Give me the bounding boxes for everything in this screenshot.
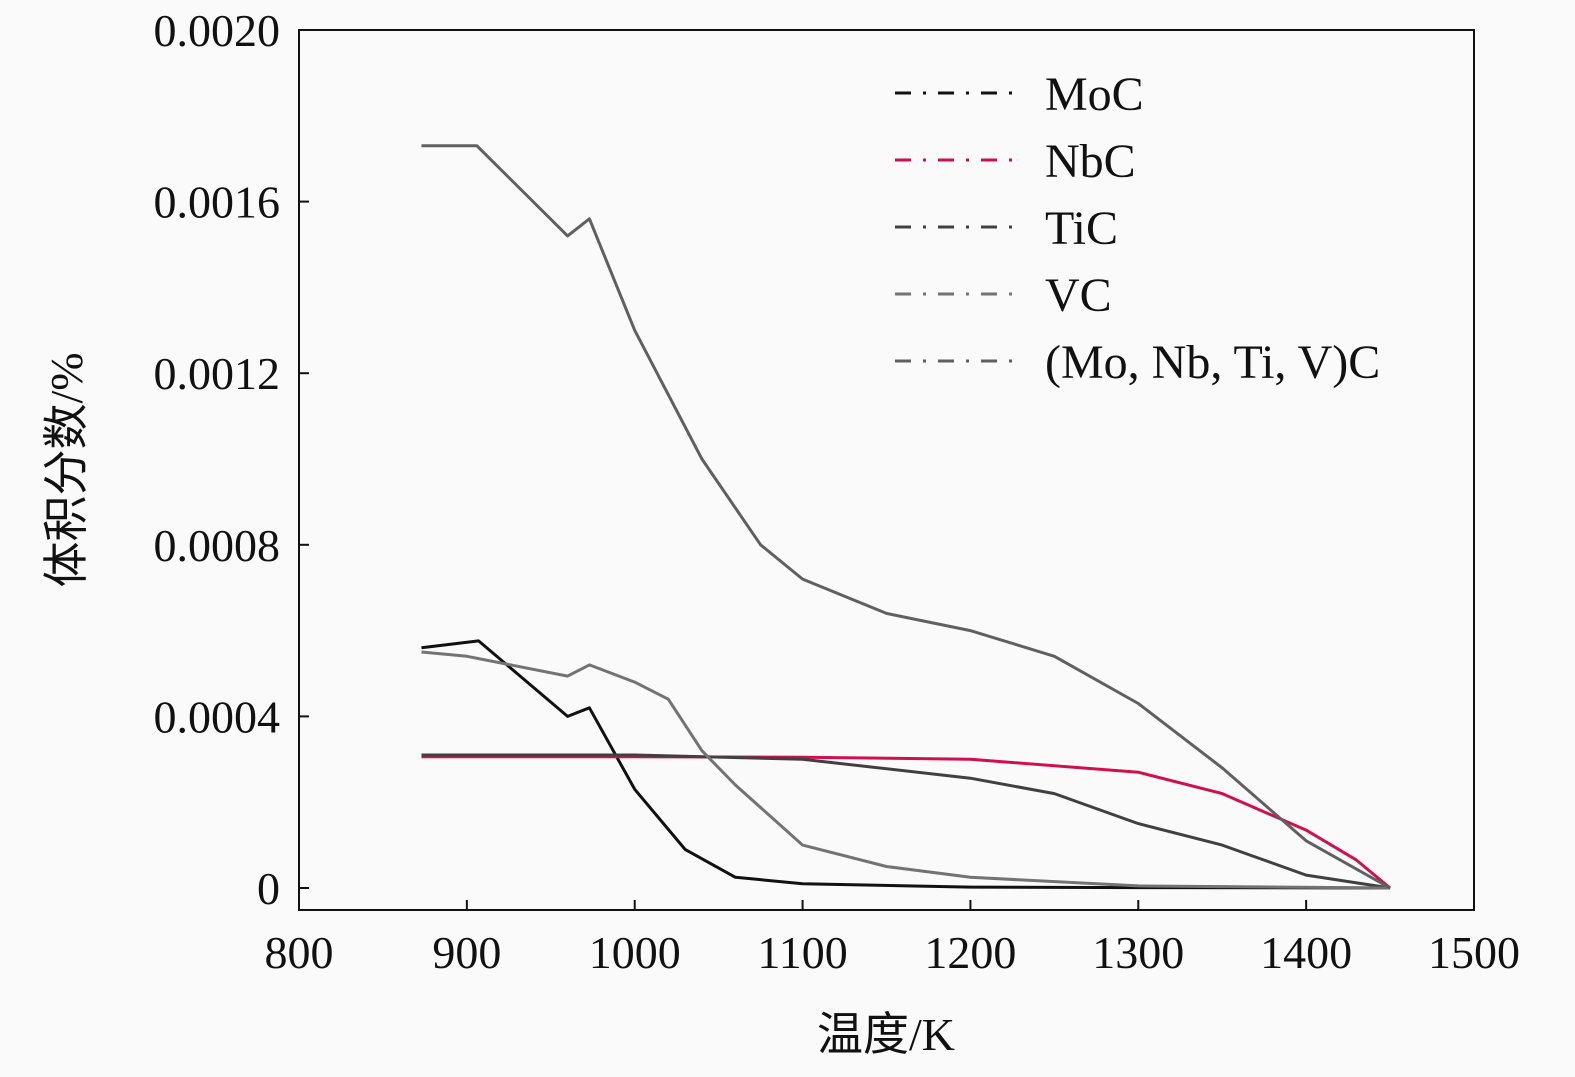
y-tick-label: 0.0020	[154, 5, 281, 56]
y-tick-label: 0.0016	[154, 177, 281, 228]
legend-item: TiC	[895, 202, 1118, 255]
legend: MoC NbC TiC VC (Mo, Nb, Ti, V)C	[895, 68, 1380, 389]
y-tick-label: 0.0012	[154, 348, 281, 399]
legend-label: TiC	[1045, 202, 1118, 255]
series-line-tic	[421, 753, 1391, 890]
legend-label: MoC	[1045, 68, 1144, 121]
x-tick-label: 1300	[1092, 927, 1184, 978]
legend-item: VC	[895, 269, 1112, 322]
series-line-vc	[421, 650, 1391, 890]
plot-frame	[298, 29, 1475, 911]
x-tick-label: 1500	[1428, 927, 1520, 978]
y-axis-label: 体积分数/%	[41, 352, 92, 587]
legend-label: (Mo, Nb, Ti, V)C	[1045, 336, 1380, 389]
x-tick-label: 1100	[757, 927, 847, 978]
x-axis: 800 900 1000 1100 1200 1300 1400 1500	[265, 900, 1520, 978]
x-tick-label: 900	[432, 927, 501, 978]
x-axis-label: 温度/K	[817, 1009, 955, 1060]
y-tick-label: 0.0004	[154, 691, 281, 742]
series-lines	[421, 144, 1392, 890]
y-tick-label: 0	[257, 863, 280, 914]
x-tick-label: 1400	[1260, 927, 1352, 978]
series-line-mo-nb-ti-v-c	[421, 144, 1391, 890]
legend-label: NbC	[1045, 135, 1136, 188]
legend-item: (Mo, Nb, Ti, V)C	[895, 336, 1380, 389]
x-tick-label: 800	[265, 927, 334, 978]
x-tick-label: 1200	[924, 927, 1016, 978]
legend-label: VC	[1045, 269, 1112, 322]
legend-item: NbC	[895, 135, 1136, 188]
legend-item: MoC	[895, 68, 1144, 121]
series-line-moc	[421, 639, 1391, 890]
x-tick-label: 1000	[589, 927, 681, 978]
y-tick-label: 0.0008	[154, 520, 281, 571]
y-axis: 0 0.0004 0.0008 0.0012 0.0016 0.0020	[154, 5, 309, 914]
